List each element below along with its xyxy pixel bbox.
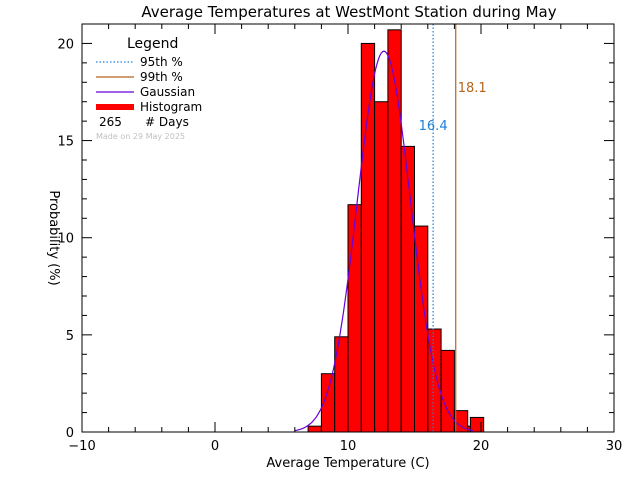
- histogram-bar: [374, 101, 389, 433]
- legend: Legend 95th % 99th % Gaussian Histogram …: [96, 36, 202, 141]
- chart-title: Average Temperatures at WestMont Station…: [141, 3, 556, 21]
- legend-label-gaussian: Gaussian: [140, 85, 195, 99]
- y-tick-label: 0: [66, 426, 74, 441]
- histogram-bar: [414, 225, 429, 433]
- y-tick-label: 10: [57, 232, 74, 247]
- x-tick-label: 30: [606, 439, 623, 454]
- x-tick-label: 0: [211, 439, 219, 454]
- histogram-bar: [360, 42, 376, 433]
- legend-title: Legend: [127, 36, 178, 52]
- gaussian-curve: [294, 50, 474, 432]
- histogram-bar: [440, 349, 455, 433]
- histogram-bar: [387, 29, 402, 433]
- x-tick-label: −10: [68, 439, 95, 454]
- legend-days-count: 265: [99, 115, 122, 129]
- histogram-bar: [469, 416, 485, 433]
- y-tick-label: 5: [66, 329, 74, 344]
- percentile-label: 16.4: [419, 119, 448, 134]
- y-axis-label: Probability (%): [46, 190, 61, 285]
- y-tick-label: 20: [57, 37, 74, 52]
- x-tick-label: 20: [473, 439, 490, 454]
- x-tick-label: 10: [340, 439, 357, 454]
- histogram-bar: [307, 425, 322, 433]
- legend-days-label: # Days: [145, 115, 189, 129]
- percentile-label: 18.1: [458, 81, 487, 96]
- legend-label-99th: 99th %: [140, 70, 183, 84]
- legend-label-95th: 95th %: [140, 55, 183, 69]
- legend-label-histogram: Histogram: [140, 100, 202, 114]
- x-axis-label: Average Temperature (C): [266, 456, 429, 471]
- y-tick-label: 15: [57, 135, 74, 150]
- histogram-bar: [400, 145, 416, 433]
- made-on-note: Made on 29 May 2025: [96, 132, 185, 141]
- histogram-bar: [347, 204, 362, 433]
